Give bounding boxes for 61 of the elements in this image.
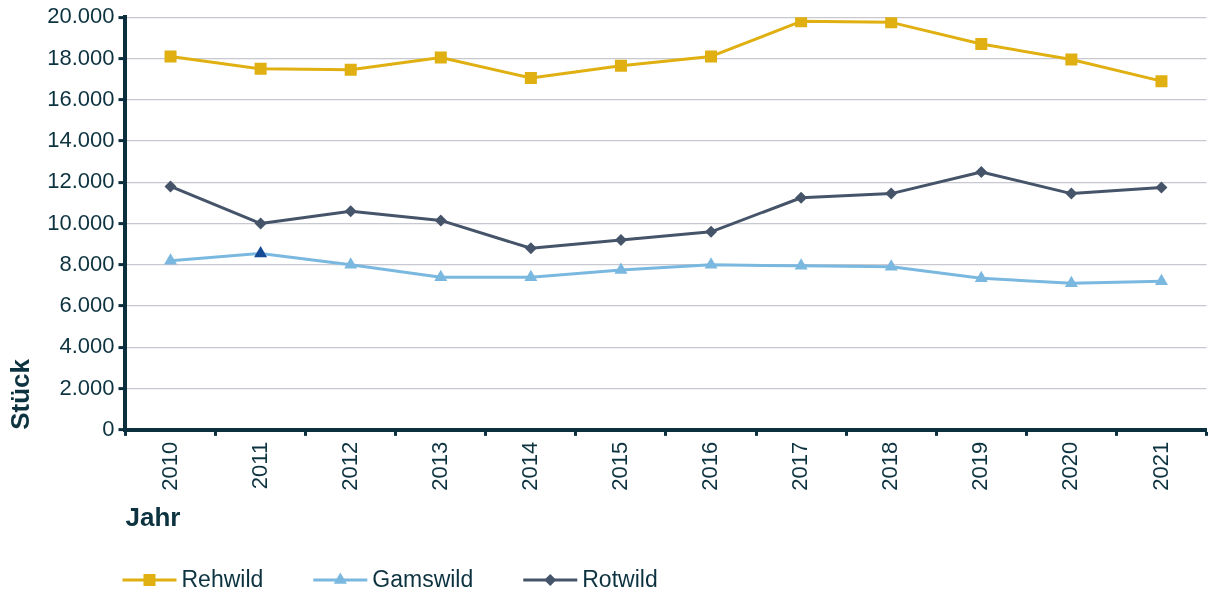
legend-label: Gamswild	[372, 566, 474, 593]
y-tick-label: 18.000	[47, 44, 115, 70]
point	[885, 187, 898, 200]
point	[1065, 53, 1078, 66]
point	[254, 62, 267, 75]
point	[524, 242, 537, 255]
point	[1154, 273, 1168, 286]
x-tick-label: 2016	[697, 441, 723, 491]
x-tick-label: 2012	[336, 441, 362, 491]
point	[705, 225, 718, 238]
x-tick-label: 2021	[1147, 441, 1173, 491]
point	[1064, 275, 1078, 288]
point	[524, 72, 537, 85]
x-tick-label: 2019	[967, 441, 993, 491]
y-tick-label: 20.000	[47, 3, 115, 29]
point	[434, 269, 448, 281]
y-axis-title: Stück	[4, 358, 35, 430]
y-tick-label: 10.000	[47, 209, 115, 235]
y-tick-label: 0	[102, 415, 115, 441]
x-tick-label: 2018	[877, 441, 903, 491]
y-tick-label: 8.000	[59, 250, 115, 276]
y-tick-label: 2.000	[59, 374, 115, 400]
point	[614, 59, 627, 72]
point	[434, 214, 447, 227]
x-axis-title: Jahr	[125, 501, 181, 532]
point	[1065, 187, 1078, 200]
x-tick-label: 2011	[246, 441, 272, 490]
point	[344, 205, 357, 218]
x-tick-label: 2014	[516, 441, 542, 491]
point	[164, 180, 177, 193]
point	[975, 38, 988, 51]
point	[164, 253, 178, 265]
point	[344, 257, 358, 269]
legend-label: Rotwild	[582, 566, 658, 593]
point	[705, 50, 718, 63]
legend-label: Rehwild	[181, 566, 264, 593]
x-tick-label: 2013	[426, 441, 452, 491]
point	[974, 270, 988, 282]
point	[884, 259, 898, 271]
point	[1155, 75, 1168, 88]
x-tick-label: 2017	[787, 441, 813, 491]
point	[975, 165, 988, 178]
x-tick-label: 2010	[156, 441, 182, 491]
x-tick-label: 2020	[1057, 441, 1083, 491]
point	[885, 17, 898, 29]
y-tick-label: 14.000	[47, 127, 115, 153]
point	[524, 269, 538, 281]
x-tick-label: 2015	[607, 441, 633, 491]
point	[344, 63, 357, 76]
point	[1155, 181, 1168, 194]
y-tick-label: 4.000	[59, 333, 115, 359]
y-tick-label: 6.000	[59, 292, 115, 318]
point	[254, 217, 267, 230]
point	[794, 258, 808, 270]
point	[704, 257, 718, 269]
point	[254, 245, 268, 258]
point	[434, 51, 447, 64]
y-tick-label: 12.000	[47, 168, 115, 194]
y-tick-label: 16.000	[47, 85, 115, 111]
point	[164, 50, 177, 63]
point	[614, 262, 628, 274]
